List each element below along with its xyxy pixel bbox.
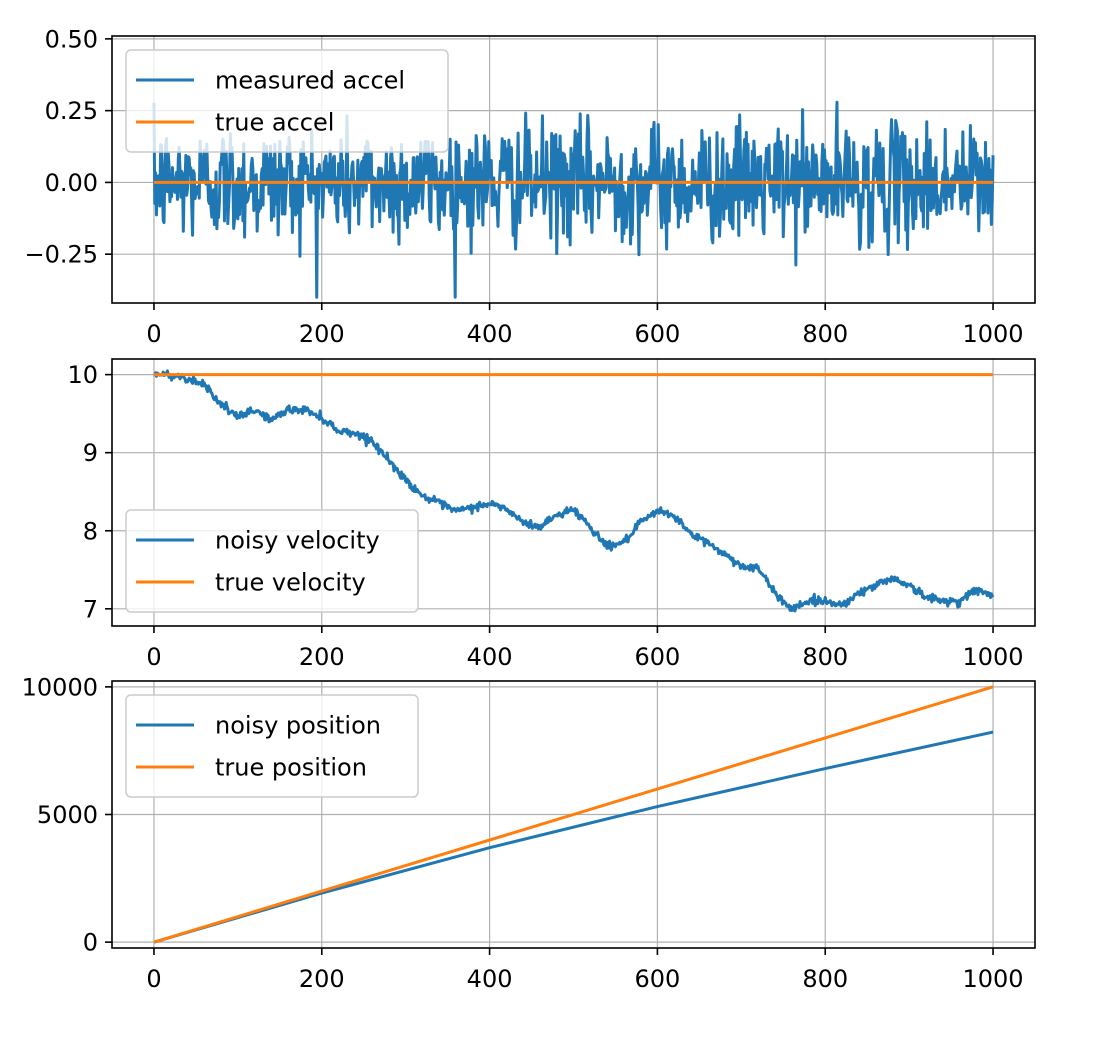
velocity-plot-area	[153, 369, 995, 613]
position-legend: noisy position true position	[125, 694, 419, 798]
y-tick-label: 0.00	[45, 169, 98, 197]
x-tick-label: 200	[299, 965, 345, 993]
velocity-panel: 0 200 400 600 800 1000 10 9 8 7 noisy velocity true…	[67, 358, 1036, 671]
x-tick-label: 0	[146, 643, 161, 671]
noisy-velocity-line	[153, 369, 995, 613]
velocity-legend: noisy velocity true velocity	[125, 509, 419, 613]
y-tick-label: 10000	[22, 673, 98, 701]
x-tick-label: 400	[467, 965, 513, 993]
legend-box	[125, 694, 419, 798]
noisy-position-line	[153, 730, 994, 944]
y-tick-label: 8	[83, 517, 98, 545]
x-tick-label: 1000	[963, 643, 1024, 671]
x-tick-label: 200	[299, 643, 345, 671]
x-tick-label: 1000	[963, 965, 1024, 993]
x-tick-label: 1000	[963, 320, 1024, 348]
x-tick-label: 800	[802, 320, 848, 348]
y-tick-label: 10	[67, 361, 98, 389]
accel-panel: 0 200 400 600 800 1000 0.50 0.25 0.00 −0.25 measur…	[24, 25, 1036, 348]
y-tick-label: 9	[83, 439, 98, 467]
x-tick-label: 600	[635, 965, 681, 993]
x-tick-label: 600	[635, 643, 681, 671]
measured-accel-line	[152, 100, 995, 299]
x-tick-label: 800	[802, 643, 848, 671]
y-tick-label: 0.50	[45, 25, 98, 53]
x-tick-label: 0	[146, 965, 161, 993]
accel-axes-frame	[111, 35, 1036, 304]
measured-accel-legend-label: measured accel	[215, 67, 405, 95]
y-tick-label: 5000	[37, 801, 98, 829]
true-position-line	[153, 685, 994, 944]
position-panel: 0 200 400 600 800 1000 10000 5000 0 noisy positio…	[22, 673, 1036, 993]
y-tick-label: 0	[83, 929, 98, 957]
x-tick-label: 400	[467, 320, 513, 348]
legend-box	[125, 509, 419, 613]
true-velocity-legend-label: true velocity	[215, 569, 366, 597]
y-tick-label: 0.25	[45, 97, 98, 125]
noisy-position-legend-label: noisy position	[215, 712, 381, 740]
x-tick-label: 800	[802, 965, 848, 993]
x-tick-label: 200	[299, 320, 345, 348]
noisy-velocity-legend-label: noisy velocity	[215, 527, 380, 555]
x-tick-label: 400	[467, 643, 513, 671]
velocity-axes-frame	[111, 358, 1036, 627]
y-tick-label: 7	[83, 595, 98, 623]
accel-plot-area	[152, 100, 995, 299]
legend-box	[125, 49, 449, 153]
position-plot-area	[153, 685, 994, 944]
y-tick-label: −0.25	[24, 241, 98, 269]
x-tick-label: 0	[146, 320, 161, 348]
x-tick-label: 600	[635, 320, 681, 348]
true-position-legend-label: true position	[215, 754, 367, 782]
true-accel-legend-label: true accel	[215, 109, 334, 137]
accel-legend: measured accel true accel	[125, 49, 449, 153]
